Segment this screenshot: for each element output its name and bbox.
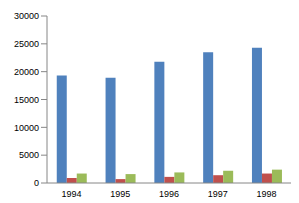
svg-text:20000: 20000 <box>14 67 39 77</box>
svg-text:1994: 1994 <box>61 189 81 199</box>
svg-text:1996: 1996 <box>159 189 179 199</box>
svg-text:0: 0 <box>34 178 39 188</box>
svg-text:25000: 25000 <box>14 39 39 49</box>
svg-text:30000: 30000 <box>14 11 39 21</box>
svg-text:1997: 1997 <box>208 189 228 199</box>
svg-text:15000: 15000 <box>14 95 39 105</box>
svg-text:1998: 1998 <box>257 189 277 199</box>
svg-text:1995: 1995 <box>110 189 130 199</box>
svg-text:10000: 10000 <box>14 123 39 133</box>
svg-text:5000: 5000 <box>19 150 39 160</box>
